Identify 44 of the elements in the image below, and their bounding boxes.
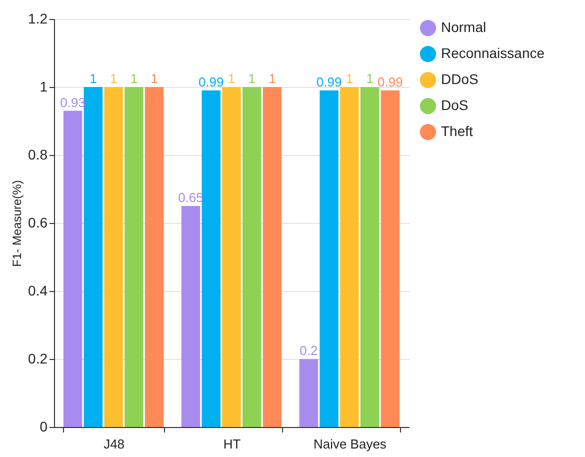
data-label: 1 xyxy=(268,71,276,86)
bar xyxy=(181,206,200,427)
bar xyxy=(320,90,338,427)
data-label: 1 xyxy=(150,71,158,86)
y-tick-label: 0.2 xyxy=(28,350,48,366)
legend-label: DoS xyxy=(441,97,468,113)
bar xyxy=(84,87,103,427)
y-tick-label: 0.8 xyxy=(28,146,48,162)
bar xyxy=(380,90,400,427)
data-label: 1 xyxy=(110,71,118,86)
data-label: 0.99 xyxy=(378,74,403,90)
bar xyxy=(360,87,380,427)
data-label: 1 xyxy=(248,71,256,86)
bar xyxy=(340,87,359,427)
x-tick-label: HT xyxy=(223,436,241,452)
data-label: 0.99 xyxy=(316,74,342,90)
legend-label: DDoS xyxy=(441,71,478,87)
legend-label: Theft xyxy=(441,123,474,139)
y-tick-label: 1.2 xyxy=(28,10,48,26)
y-tick-label: 1 xyxy=(40,78,48,94)
data-label: 1 xyxy=(228,71,236,86)
data-label: 1 xyxy=(366,71,374,86)
y-axis-title: F1- Measure(%) xyxy=(10,180,24,267)
data-label: 1 xyxy=(130,71,138,86)
bar xyxy=(124,87,144,427)
data-label: 0.2 xyxy=(300,343,318,358)
bar xyxy=(222,87,241,427)
bar xyxy=(104,87,123,427)
data-label: 1 xyxy=(346,71,354,86)
bar xyxy=(299,359,318,427)
y-tick-label: 0.4 xyxy=(28,282,48,298)
legend-label: Normal xyxy=(441,19,486,35)
data-label: 0.99 xyxy=(198,74,224,90)
bar xyxy=(202,90,220,427)
bar xyxy=(262,87,282,427)
y-tick-label: 0 xyxy=(40,418,48,434)
bar xyxy=(63,110,82,427)
bar xyxy=(242,87,262,427)
data-label: 1 xyxy=(90,71,97,86)
x-tick-label: J48 xyxy=(104,436,125,452)
legend-label: Reconnaissance xyxy=(441,45,545,61)
y-tick-label: 0.6 xyxy=(28,214,48,230)
x-tick-label: Naive Bayes xyxy=(313,436,387,452)
bar xyxy=(144,87,164,427)
